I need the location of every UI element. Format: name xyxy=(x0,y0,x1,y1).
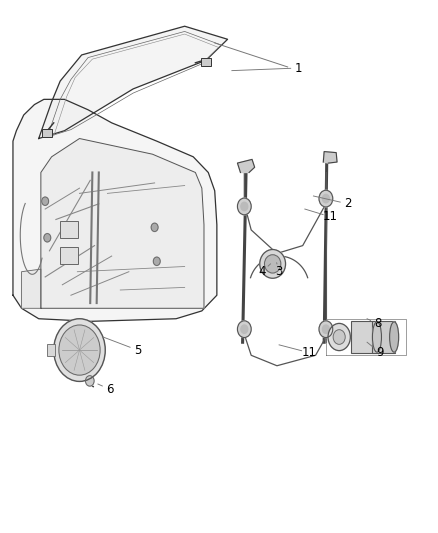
FancyBboxPatch shape xyxy=(372,321,395,353)
Text: 8: 8 xyxy=(374,318,381,330)
Polygon shape xyxy=(21,269,41,308)
Circle shape xyxy=(328,324,350,351)
Circle shape xyxy=(42,197,49,205)
Circle shape xyxy=(59,325,100,375)
Circle shape xyxy=(44,233,51,242)
Circle shape xyxy=(237,198,251,215)
Polygon shape xyxy=(237,159,254,173)
Circle shape xyxy=(85,376,94,386)
Text: 11: 11 xyxy=(302,346,317,359)
Circle shape xyxy=(153,257,160,265)
Ellipse shape xyxy=(372,322,381,352)
Text: 11: 11 xyxy=(323,211,338,223)
Ellipse shape xyxy=(260,249,286,278)
Circle shape xyxy=(319,190,333,207)
Text: 6: 6 xyxy=(106,383,113,395)
Polygon shape xyxy=(41,139,204,308)
Circle shape xyxy=(237,321,251,337)
FancyBboxPatch shape xyxy=(60,247,78,264)
Circle shape xyxy=(333,330,345,344)
Circle shape xyxy=(241,202,248,211)
Text: 4: 4 xyxy=(258,265,266,278)
Text: 9: 9 xyxy=(376,346,384,359)
FancyBboxPatch shape xyxy=(351,321,378,353)
Circle shape xyxy=(151,223,158,231)
Circle shape xyxy=(241,325,248,333)
FancyBboxPatch shape xyxy=(201,58,211,67)
Text: 3: 3 xyxy=(276,265,283,278)
Text: 2: 2 xyxy=(344,197,352,211)
Circle shape xyxy=(322,325,329,333)
Polygon shape xyxy=(323,151,337,163)
Circle shape xyxy=(322,195,329,203)
Polygon shape xyxy=(13,99,217,321)
Circle shape xyxy=(54,319,105,382)
Ellipse shape xyxy=(351,322,360,352)
FancyBboxPatch shape xyxy=(42,129,52,138)
Circle shape xyxy=(319,321,333,337)
Polygon shape xyxy=(39,26,228,139)
Text: 5: 5 xyxy=(134,344,141,357)
FancyBboxPatch shape xyxy=(47,344,56,356)
Text: 1: 1 xyxy=(295,61,302,75)
Ellipse shape xyxy=(372,322,381,352)
Ellipse shape xyxy=(265,255,281,273)
Ellipse shape xyxy=(390,322,399,352)
FancyBboxPatch shape xyxy=(60,221,78,238)
